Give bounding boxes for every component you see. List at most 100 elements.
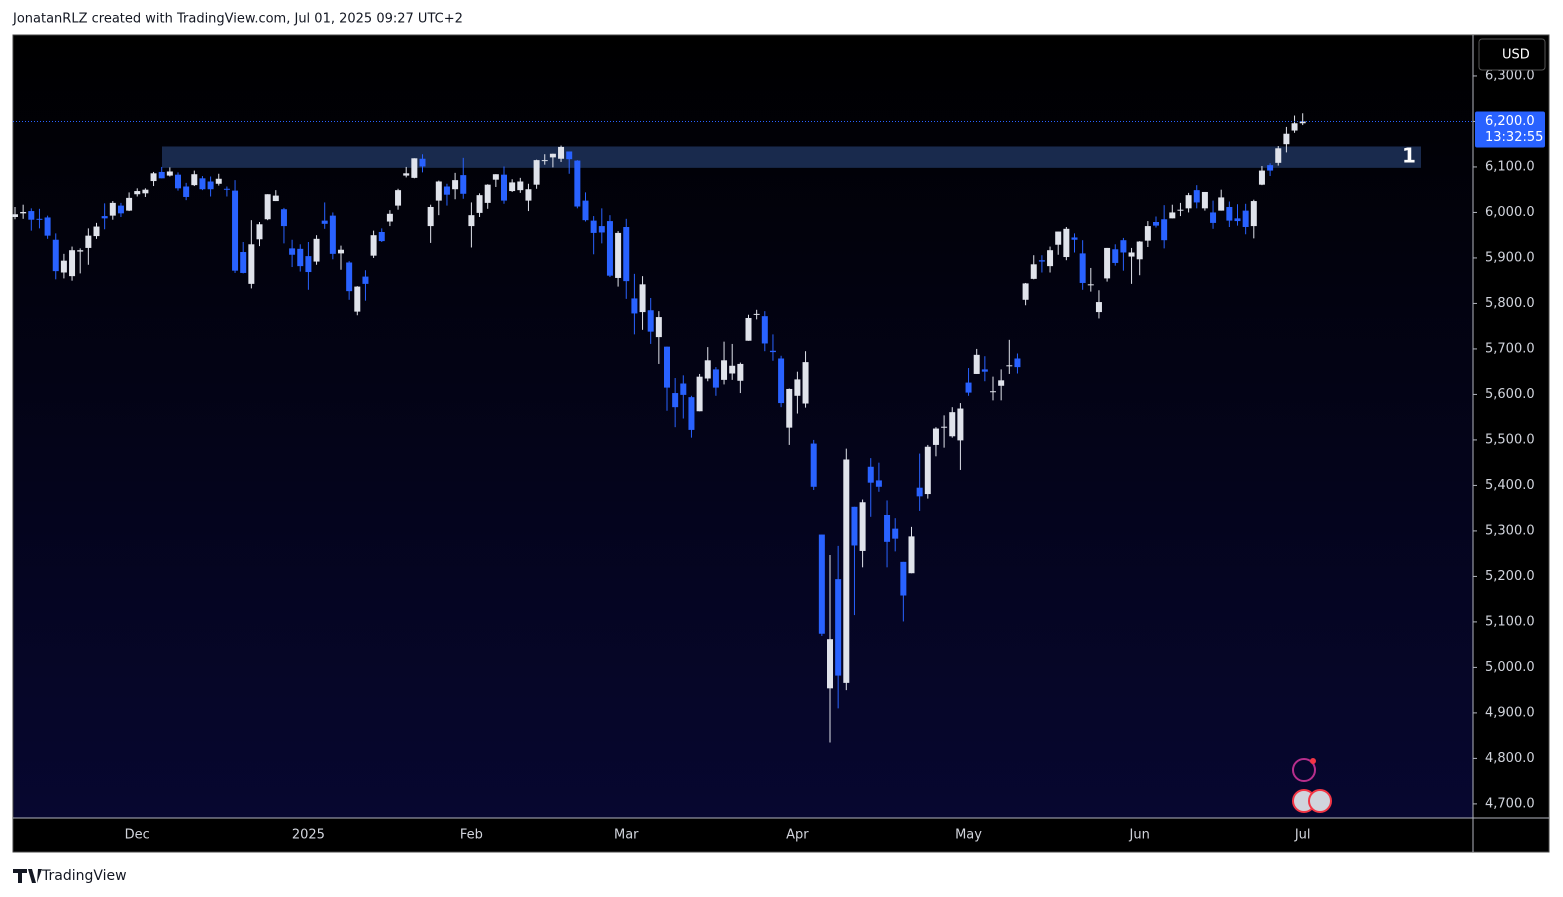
candle-body <box>427 206 434 227</box>
candle-body <box>44 217 51 236</box>
candle-body <box>1218 197 1225 211</box>
candle-body <box>443 186 450 195</box>
icon <box>1310 758 1316 764</box>
candle-body <box>810 443 817 487</box>
candle-body <box>1258 170 1265 185</box>
candle-body <box>272 195 279 202</box>
x-tick-label: May <box>955 828 982 843</box>
currency[interactable]: USD <box>1502 48 1530 63</box>
candle-body <box>256 224 263 240</box>
candle-body <box>1185 195 1192 209</box>
candle-body <box>1193 190 1200 203</box>
candle-body <box>378 232 385 242</box>
candle-body <box>1234 218 1241 222</box>
candle-body <box>932 428 939 445</box>
candle-body <box>867 466 874 483</box>
candle-body <box>916 487 923 497</box>
candle-body <box>1055 231 1062 245</box>
zone-label: 1 <box>1402 144 1416 168</box>
currency-button[interactable] <box>1478 38 1546 71</box>
y-tick-label: 6,300.0 <box>1485 68 1535 83</box>
candle-body <box>525 189 532 201</box>
candle-body <box>60 260 67 273</box>
candle-body <box>737 363 744 381</box>
candle-body <box>28 211 35 220</box>
candle-body <box>460 175 467 194</box>
candle-body <box>411 158 418 178</box>
candle-body <box>1299 121 1306 124</box>
candle-body <box>1030 264 1037 279</box>
candle-body <box>36 218 43 220</box>
candle-body <box>753 313 760 315</box>
candle-body <box>150 173 157 182</box>
candle-body <box>223 188 230 190</box>
candle-body <box>558 146 565 159</box>
y-tick-label: 5,700.0 <box>1485 341 1535 356</box>
candle-body <box>712 369 719 388</box>
candle-body <box>1275 148 1282 163</box>
candle-body <box>370 235 377 256</box>
candle-body <box>664 346 670 388</box>
candle-body <box>541 160 548 162</box>
candle-body <box>109 202 116 216</box>
zone <box>162 146 1421 168</box>
candle-body <box>12 214 18 217</box>
candle-body <box>1201 191 1208 209</box>
candle-body <box>1136 241 1143 260</box>
candle-body <box>957 408 964 441</box>
y-tick-label: 4,900.0 <box>1485 705 1535 720</box>
candle-body <box>509 182 516 192</box>
candle-body <box>183 186 190 197</box>
candle-body <box>77 250 84 252</box>
x-tick-label: Apr <box>786 828 809 843</box>
candle-body <box>745 317 752 341</box>
candle-body <box>973 354 980 374</box>
y-tick-label: 5,300.0 <box>1485 523 1535 538</box>
candle-body <box>1250 201 1257 227</box>
candle-body <box>1210 212 1217 223</box>
candle-body <box>549 153 556 158</box>
y-tick-label: 5,200.0 <box>1485 569 1535 584</box>
candle-body <box>329 215 336 254</box>
candle-body <box>1120 240 1127 253</box>
candle-body <box>818 534 825 634</box>
candle-body <box>998 380 1005 386</box>
y-tick-label: 6,000.0 <box>1485 205 1535 220</box>
candle-body <box>1095 302 1102 313</box>
y-tick-label: 5,100.0 <box>1485 614 1535 629</box>
candle-body <box>1006 365 1013 367</box>
candle-body <box>672 393 679 408</box>
icon <box>1292 758 1316 782</box>
candle-body <box>1267 165 1274 171</box>
candle-body <box>1079 253 1086 283</box>
candle-body <box>85 235 92 248</box>
candle-body <box>965 382 972 393</box>
y-tick-label: 4,700.0 <box>1485 796 1535 811</box>
candle-body <box>941 426 948 428</box>
x-tick-label: Dec <box>125 828 150 843</box>
y-tick-label: 5,600.0 <box>1485 387 1535 402</box>
candle-body <box>395 190 402 206</box>
x-tick-label: 2025 <box>292 828 325 843</box>
x-tick-label: Jul <box>1294 828 1311 843</box>
candle-body <box>990 391 996 393</box>
candle-body <box>166 171 173 176</box>
candle-body <box>794 379 801 396</box>
candle-body <box>1063 228 1070 258</box>
candle-body <box>1038 260 1045 262</box>
candle-body <box>362 276 369 284</box>
candle-body <box>69 250 76 277</box>
candle-body <box>1144 226 1151 241</box>
candle-body <box>900 561 907 596</box>
candle-body <box>142 189 149 194</box>
candle-body <box>949 412 956 437</box>
candle-body <box>892 528 899 539</box>
candle-body <box>655 317 662 338</box>
candle-body <box>199 178 206 190</box>
header: JonatanRLZ created with TradingView.com,… <box>12 12 463 27</box>
candle-body <box>280 209 287 227</box>
candle-body <box>647 310 654 332</box>
candle-body <box>623 226 630 282</box>
candle-body <box>566 151 573 160</box>
